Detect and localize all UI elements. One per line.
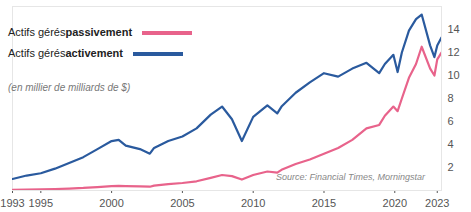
svg-text:2010: 2010 — [241, 197, 265, 209]
html-text:Actifs gérés activement: Actifs gérés activement — [8, 47, 123, 59]
svg-text:2000: 2000 — [99, 197, 123, 209]
html-text:Actifs gérés passivement: Actifs gérés passivement — [8, 26, 133, 38]
svg-text:1995: 1995 — [29, 197, 53, 209]
svg-text:8: 8 — [448, 92, 454, 104]
svg-text:1993: 1993 — [0, 197, 24, 209]
svg-text:12: 12 — [448, 46, 460, 58]
svg-text:2: 2 — [448, 161, 454, 173]
html-text:Source: Financial Times, Morni: Source: Financial Times, Morningstar — [276, 172, 425, 182]
svg-text:6: 6 — [448, 115, 454, 127]
html-text:(en millier de milliards de $): (en millier de milliards de $) — [8, 82, 131, 93]
svg-text:2020: 2020 — [383, 197, 407, 209]
svg-text:10: 10 — [448, 69, 460, 81]
svg-text:14: 14 — [448, 23, 460, 35]
svg-text:2023: 2023 — [425, 197, 449, 209]
svg-text:4: 4 — [448, 138, 454, 150]
svg-text:2015: 2015 — [312, 197, 336, 209]
svg-text:2005: 2005 — [170, 197, 194, 209]
